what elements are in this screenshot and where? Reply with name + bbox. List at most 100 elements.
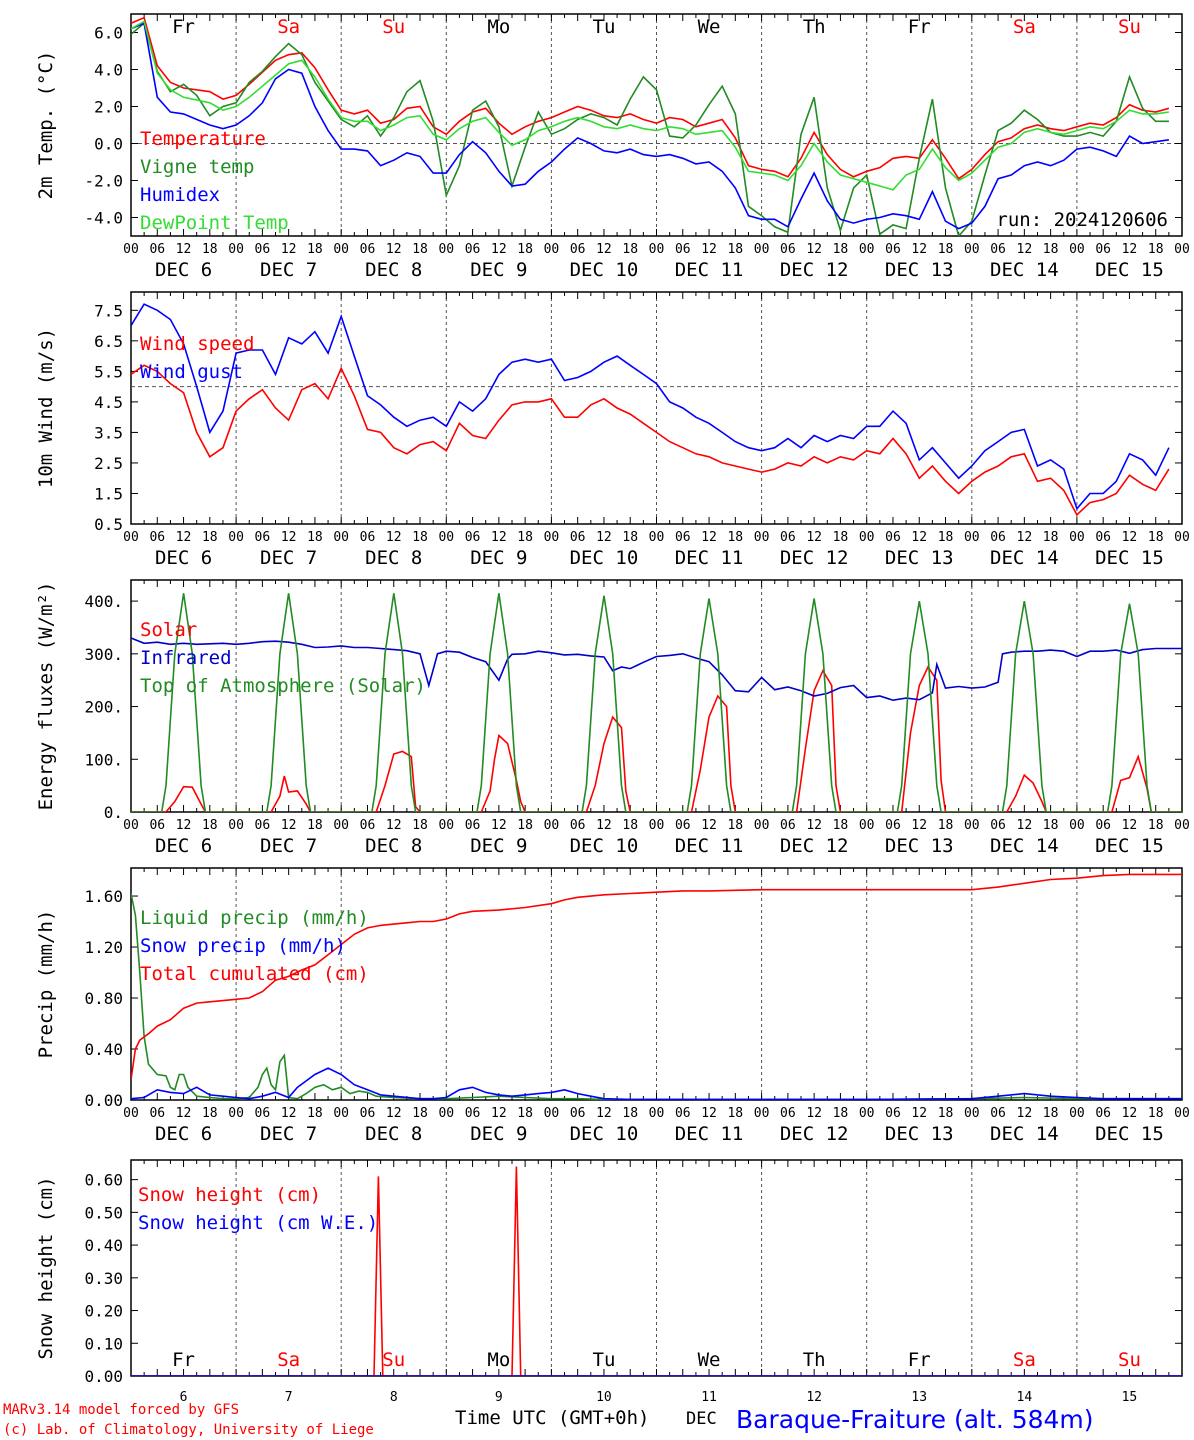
date-day: 13: [931, 547, 954, 569]
legend-entry: Wind speed: [140, 333, 254, 355]
y-tick-label: 6.0: [94, 24, 123, 43]
hour-label: 12: [386, 242, 402, 257]
hour-label: 06: [465, 1106, 481, 1121]
hour-label: 18: [622, 242, 638, 257]
y-tick-label: 6.5: [94, 332, 123, 351]
hour-label: 00: [649, 242, 665, 257]
series-line-snow-height-cm-: [131, 1166, 1182, 1376]
y-tick-label: 0.50: [84, 1203, 123, 1222]
date-label: DEC 12: [780, 259, 849, 281]
date-month: DEC: [675, 547, 721, 569]
date-day: 9: [516, 547, 527, 569]
date-label: DEC 8: [365, 1123, 422, 1145]
series-line-solar: [131, 665, 1182, 812]
hour-label: 06: [885, 1106, 901, 1121]
date-number: 15: [1122, 1390, 1138, 1405]
hour-label: 00: [754, 1106, 770, 1121]
run-label: run: 2024120606: [996, 209, 1168, 231]
panel-5: 0.00 0.10 0.20 0.30 0.40 0.50 0.60 Snow height …: [35, 1159, 1183, 1405]
hour-label: 00: [123, 1106, 139, 1121]
hour-label: 00: [438, 818, 454, 833]
hour-label: 06: [570, 242, 586, 257]
copyright-credit: (c) Lab. of Climatology, University of L…: [3, 1422, 374, 1438]
date-month: DEC: [570, 259, 616, 281]
date-number: 14: [1017, 1390, 1033, 1405]
hour-label: 06: [780, 242, 796, 257]
date-day: 12: [826, 1123, 849, 1145]
hour-label: 18: [202, 530, 218, 545]
date-number: 6: [180, 1390, 188, 1405]
date-label: DEC 7: [260, 1123, 317, 1145]
date-day: 9: [516, 1123, 527, 1145]
date-day: 13: [931, 835, 954, 857]
weekday-label: Sa: [277, 16, 300, 38]
weekday-label: We: [698, 16, 721, 38]
date-label: DEC 8: [365, 547, 422, 569]
y-tick-label: 7.5: [94, 301, 123, 320]
hour-label: 12: [596, 530, 612, 545]
weekday-label: Su: [1118, 16, 1141, 38]
hour-label: 06: [149, 818, 165, 833]
hour-label: 00: [649, 1106, 665, 1121]
legend-entry: Vigne temp: [140, 156, 254, 178]
hour-label: 00: [1174, 1106, 1190, 1121]
hour-label: 06: [885, 818, 901, 833]
date-label: DEC 15: [1095, 835, 1164, 857]
date-month: DEC: [365, 547, 411, 569]
hour-label: 06: [675, 818, 691, 833]
weekday-label: Mo: [487, 16, 510, 38]
date-number: 12: [806, 1390, 822, 1405]
series-line-top-of-atmosphere-solar-: [131, 593, 1182, 812]
legend-entry: Liquid precip (mm/h): [140, 907, 369, 929]
hour-label: 06: [255, 1106, 271, 1121]
y-tick-label: 200.: [84, 698, 123, 717]
date-label: DEC 14: [990, 1123, 1059, 1145]
hour-label: 00: [123, 818, 139, 833]
hour-label: 00: [228, 242, 244, 257]
date-month: DEC: [885, 547, 931, 569]
date-label: DEC 7: [260, 835, 317, 857]
hour-label: 06: [675, 530, 691, 545]
hour-label: 12: [1122, 530, 1138, 545]
month-label: DEC: [686, 1409, 717, 1429]
date-label: DEC 7: [260, 547, 317, 569]
date-label: DEC 15: [1095, 259, 1164, 281]
hour-label: 00: [228, 1106, 244, 1121]
date-month: DEC: [675, 259, 721, 281]
date-month: DEC: [885, 1123, 931, 1145]
hour-label: 00: [544, 818, 560, 833]
weekday-label: Fr: [172, 1349, 195, 1371]
hour-label: 06: [1095, 1106, 1111, 1121]
hour-label: 12: [1017, 530, 1033, 545]
date-label: DEC 9: [470, 259, 527, 281]
date-month: DEC: [990, 259, 1036, 281]
hour-label: 12: [386, 530, 402, 545]
hour-label: 06: [149, 242, 165, 257]
hour-label: 00: [1069, 1106, 1085, 1121]
hour-label: 00: [1174, 818, 1190, 833]
hour-label: 18: [938, 818, 954, 833]
hour-label: 00: [333, 1106, 349, 1121]
date-number: 11: [701, 1390, 717, 1405]
hour-label: 12: [491, 242, 507, 257]
hour-label: 12: [911, 242, 927, 257]
hour-label: 00: [859, 530, 875, 545]
hour-label: 18: [622, 530, 638, 545]
date-month: DEC: [1095, 1123, 1141, 1145]
date-day: 15: [1141, 1123, 1164, 1145]
time-axis-label: Time UTC (GMT+0h): [455, 1407, 649, 1429]
hour-label: 18: [938, 530, 954, 545]
legend-entry: Snow precip (mm/h): [140, 935, 346, 957]
hour-label: 12: [176, 1106, 192, 1121]
date-day: 11: [720, 835, 743, 857]
weekday-label: Sa: [277, 1349, 300, 1371]
panel-4: 0.00 0.40 0.80 1.20 1.60 Precip (mm/h) Liquid …: [35, 867, 1190, 1145]
y-axis-label: Energy fluxes (W/m²): [35, 582, 57, 811]
date-day: 9: [516, 259, 527, 281]
hour-label: 00: [1069, 818, 1085, 833]
y-tick-label: 0.: [104, 803, 123, 822]
y-tick-label: 0.40: [84, 1236, 123, 1255]
y-tick-label: 0.5: [94, 515, 123, 534]
weekday-label: Su: [382, 1349, 405, 1371]
y-tick-label: 300.: [84, 645, 123, 664]
